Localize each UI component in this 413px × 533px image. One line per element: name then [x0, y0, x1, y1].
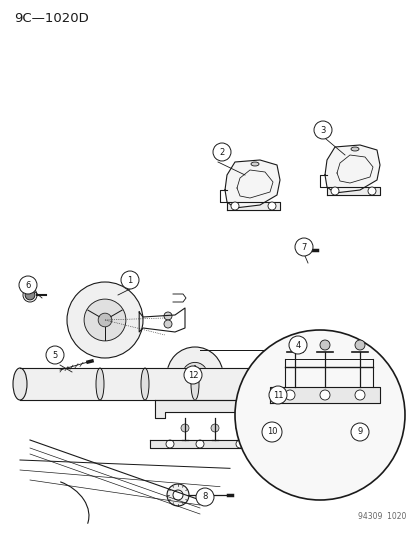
Circle shape	[235, 330, 404, 500]
Ellipse shape	[96, 368, 104, 400]
Circle shape	[235, 424, 243, 432]
Polygon shape	[20, 368, 289, 400]
Polygon shape	[326, 187, 379, 195]
Circle shape	[195, 488, 214, 506]
Text: 8: 8	[202, 492, 207, 502]
Circle shape	[19, 276, 37, 294]
Circle shape	[183, 366, 202, 384]
Circle shape	[173, 490, 183, 500]
Text: 12: 12	[188, 370, 198, 379]
Circle shape	[319, 390, 329, 400]
Circle shape	[67, 282, 142, 358]
Circle shape	[367, 187, 375, 195]
Circle shape	[121, 271, 139, 289]
Circle shape	[294, 238, 312, 256]
Ellipse shape	[250, 162, 259, 166]
Circle shape	[330, 187, 338, 195]
Circle shape	[166, 440, 173, 448]
Circle shape	[289, 340, 299, 350]
Text: 9: 9	[356, 427, 362, 437]
Circle shape	[164, 312, 171, 320]
Circle shape	[84, 299, 126, 341]
Ellipse shape	[13, 368, 27, 400]
Text: 94309  1020: 94309 1020	[357, 512, 405, 521]
Text: 6: 6	[25, 280, 31, 289]
Ellipse shape	[141, 368, 149, 400]
Circle shape	[182, 362, 207, 387]
Circle shape	[230, 202, 238, 210]
Circle shape	[180, 424, 189, 432]
Circle shape	[212, 143, 230, 161]
Polygon shape	[224, 160, 279, 208]
Text: 7: 7	[301, 243, 306, 252]
Circle shape	[25, 290, 35, 300]
Circle shape	[284, 390, 294, 400]
Polygon shape	[226, 202, 279, 210]
Circle shape	[350, 423, 368, 441]
Circle shape	[164, 320, 171, 328]
Circle shape	[98, 313, 112, 327]
Circle shape	[211, 424, 218, 432]
Text: 11: 11	[272, 391, 282, 400]
Text: 1: 1	[127, 276, 132, 285]
Polygon shape	[324, 145, 379, 193]
Circle shape	[354, 340, 364, 350]
Circle shape	[166, 484, 189, 506]
Circle shape	[46, 346, 64, 364]
Circle shape	[288, 336, 306, 354]
Text: 5: 5	[52, 351, 57, 359]
Circle shape	[261, 422, 281, 442]
Circle shape	[354, 390, 364, 400]
Text: 2: 2	[219, 148, 224, 157]
Text: 9C—1020D: 9C—1020D	[14, 12, 88, 25]
Circle shape	[268, 386, 286, 404]
Text: 4: 4	[294, 341, 300, 350]
Polygon shape	[269, 387, 379, 403]
Polygon shape	[154, 400, 254, 418]
Ellipse shape	[190, 368, 199, 400]
Circle shape	[319, 340, 329, 350]
Circle shape	[195, 440, 204, 448]
Ellipse shape	[350, 147, 358, 151]
Text: 10: 10	[266, 427, 277, 437]
Circle shape	[235, 440, 243, 448]
Polygon shape	[150, 440, 259, 448]
Text: 3: 3	[320, 125, 325, 134]
Circle shape	[313, 121, 331, 139]
Circle shape	[166, 347, 223, 403]
Circle shape	[267, 202, 275, 210]
